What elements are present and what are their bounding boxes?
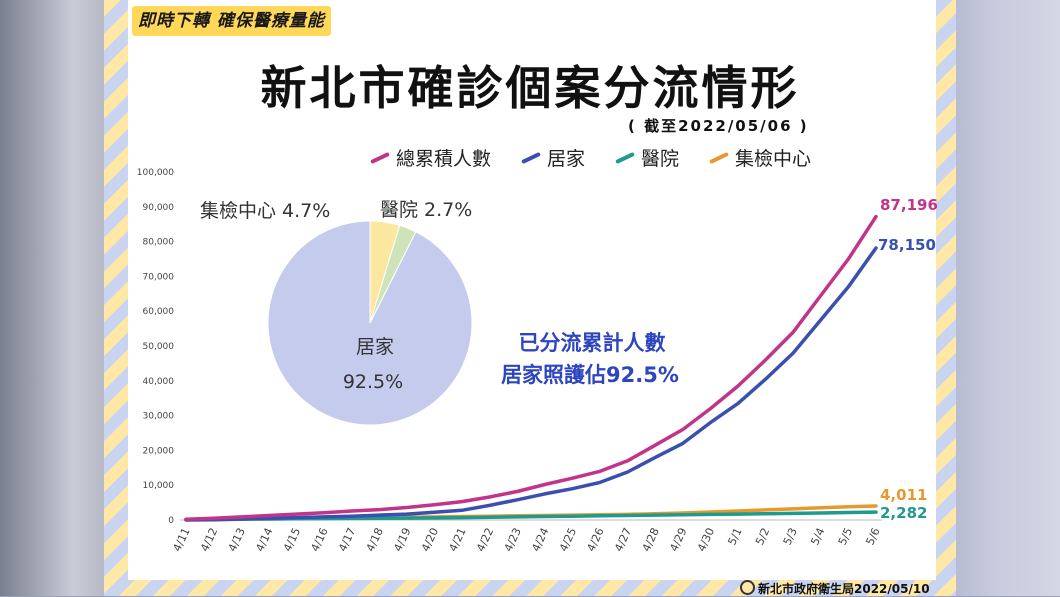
y-tick-label: 10,000 [143, 481, 175, 491]
pie-label-hospital: 醫院 2.7% [380, 199, 472, 221]
series-end-label: 2,282 [880, 504, 927, 522]
x-tick-label: 5/4 [808, 526, 827, 548]
page-title: 新北市確診個案分流情形 [260, 61, 800, 115]
y-tick-label: 80,000 [143, 238, 175, 248]
pie-label-center: 集檢中心 4.7% [200, 200, 330, 222]
series-line-1 [184, 246, 878, 522]
x-tick-label: 4/21 [446, 526, 468, 554]
right-background [956, 0, 1060, 596]
legend-label-home: 居家 [547, 148, 586, 170]
x-tick-label: 4/30 [695, 526, 717, 554]
x-tick-label: 4/27 [612, 526, 634, 554]
x-tick-label: 4/28 [640, 526, 662, 554]
x-tick-label: 5/3 [781, 526, 800, 548]
x-tick-label: 5/5 [836, 526, 855, 548]
x-tick-label: 4/20 [419, 526, 441, 554]
chart-legend: 總累積人數 居家 醫院 集檢中心 [370, 144, 811, 171]
headline-tag: 即時下轉 確保醫療量能 [132, 6, 331, 36]
x-tick-label: 4/13 [226, 526, 248, 554]
credit-text: 新北市政府衛生局2022/05/10 [740, 580, 930, 597]
y-tick-label: 50,000 [143, 342, 175, 352]
series-line-0 [184, 214, 878, 522]
x-tick-label: 4/19 [391, 526, 413, 554]
x-tick-label: 4/17 [336, 526, 358, 554]
date-note: ( 截至2022/05/06 ) [628, 117, 809, 135]
x-tick-label: 4/15 [281, 526, 303, 554]
government-logo-icon [740, 580, 755, 595]
legend-item-center: 集檢中心 [709, 144, 811, 171]
legend-label-total: 總累積人數 [396, 148, 492, 170]
x-tick-label: 4/14 [253, 526, 275, 554]
y-tick-label: 60,000 [143, 307, 175, 317]
series-end-label: 87,196 [880, 196, 938, 214]
y-tick-label: 100,000 [137, 168, 174, 178]
x-tick-label: 4/23 [502, 526, 524, 554]
series-end-label: 4,011 [880, 486, 927, 504]
pie-slice-2 [369, 224, 417, 324]
y-tick-label: 20,000 [143, 446, 175, 456]
x-tick-label: 4/18 [364, 526, 386, 554]
x-tick-label: 4/29 [667, 526, 689, 554]
y-tick-label: 70,000 [143, 272, 175, 282]
x-tick-label: 5/6 [863, 526, 882, 548]
x-tick-label: 4/16 [308, 526, 330, 554]
legend-item-home: 居家 [521, 144, 585, 171]
x-tick-label: 5/1 [725, 526, 744, 548]
series-end-label: 78,150 [878, 236, 936, 254]
annotation-line-1: 已分流累計人數 [519, 331, 666, 355]
x-tick-label: 4/26 [584, 526, 606, 554]
legend-label-hospital: 醫院 [641, 148, 680, 170]
x-tick-label: 4/11 [170, 526, 192, 554]
y-tick-label: 30,000 [143, 412, 175, 422]
credit-label: 新北市政府衛生局2022/05/10 [758, 582, 930, 596]
y-tick-label: 0 [168, 516, 174, 526]
x-tick-label: 4/24 [529, 526, 551, 554]
y-tick-label: 90,000 [143, 203, 175, 213]
pie-label-home-name: 居家 [356, 336, 394, 358]
chart-card [128, 0, 936, 580]
y-tick-label: 40,000 [143, 377, 175, 387]
pie-label-home-value: 92.5% [343, 371, 403, 393]
annotation-line-2: 居家照護佔92.5% [501, 363, 679, 387]
x-tick-label: 4/25 [557, 526, 579, 554]
x-tick-label: 5/2 [753, 526, 772, 548]
x-tick-label: 4/12 [198, 526, 220, 554]
legend-item-total: 總累積人數 [370, 144, 491, 171]
left-background [0, 0, 104, 596]
legend-item-hospital: 醫院 [615, 144, 679, 171]
x-tick-label: 4/22 [474, 526, 496, 554]
legend-label-center: 集檢中心 [735, 148, 812, 170]
